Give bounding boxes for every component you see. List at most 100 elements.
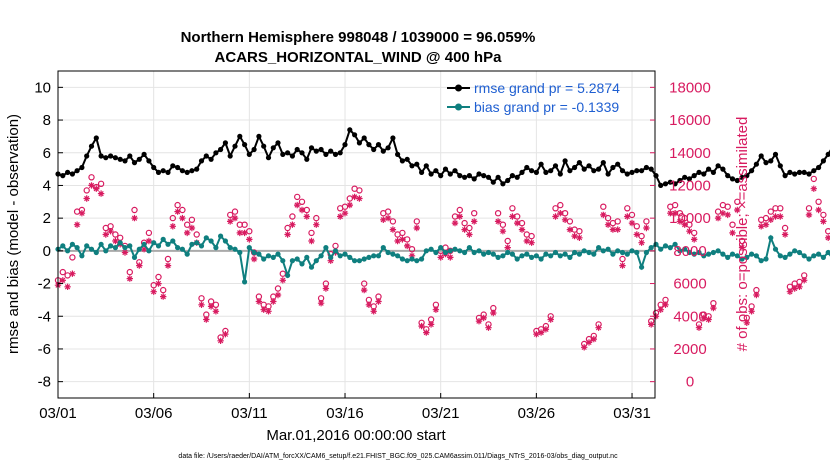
obs-assimilated-marker [547, 316, 554, 323]
obs-assimilated-marker [380, 216, 387, 223]
obs-possible-marker [729, 221, 736, 228]
obs-possible-marker [88, 174, 95, 181]
obs-possible-marker [408, 245, 416, 253]
obs-possible-marker [461, 219, 468, 227]
rmse-point [141, 151, 147, 157]
rmse-point [438, 173, 444, 179]
obs-assimilated-marker [628, 219, 636, 227]
rmse-point [419, 169, 425, 175]
bias-point [151, 240, 157, 246]
rmse-point [275, 140, 281, 146]
obs-possible-marker [767, 208, 775, 215]
obs-possible-marker [724, 203, 731, 210]
rmse-point [629, 169, 635, 175]
bias-point [825, 249, 830, 256]
bias-point [280, 258, 286, 264]
obs-assimilated-marker [112, 237, 119, 245]
bias-point [509, 251, 515, 257]
rmse-point [816, 164, 822, 171]
plot-frame [57, 70, 656, 399]
y-axis-left: -8 -6 -4 -2 0 2 4 6 8 10 [34, 79, 63, 391]
obs-possible-marker [643, 218, 650, 225]
obs-assimilated-marker [265, 308, 272, 315]
rmse-point [146, 158, 152, 164]
obs-possible-marker [97, 180, 105, 187]
x-tick-label: 03/06 [135, 405, 173, 422]
obs-assimilated-marker [126, 275, 133, 282]
bias-point [184, 251, 190, 257]
bias-point [93, 249, 99, 256]
bias-point [519, 253, 525, 259]
obs-assimilated-marker [294, 201, 301, 209]
bias-point [667, 245, 673, 251]
x-tick-label: 03/21 [422, 405, 460, 422]
obs-assimilated-marker [676, 218, 684, 225]
bias-point [275, 251, 281, 257]
obs-possible-marker [279, 270, 286, 277]
bias-point [165, 241, 171, 247]
obs-possible-marker [413, 218, 420, 225]
obs-assimilated-marker [815, 206, 822, 214]
legend-bias-text: bias grand pr = -0.1339 [474, 99, 619, 115]
rmse-point [572, 164, 578, 171]
obs-possible-marker [332, 242, 339, 250]
rmse-point [122, 158, 128, 164]
obs-assimilated-marker [408, 252, 416, 259]
obs-possible-marker [389, 218, 397, 225]
bias-point [701, 253, 707, 259]
bias-point [619, 249, 626, 256]
bias-point [69, 241, 75, 247]
rmse-point [581, 166, 587, 172]
obs-possible-marker [738, 237, 746, 245]
rmse-point [658, 182, 664, 188]
bias-point [696, 249, 702, 256]
obs-assimilated-marker [753, 291, 760, 299]
rmse-point [734, 177, 740, 184]
bias-point [428, 246, 434, 252]
bias-point [390, 251, 396, 257]
bias-point [198, 243, 205, 249]
obs-assimilated-marker [456, 213, 463, 220]
bias-point [323, 245, 329, 251]
bias-point [524, 251, 530, 257]
rmse-point [447, 171, 453, 177]
obs-assimilated-marker [222, 331, 229, 338]
bias-point [648, 245, 654, 251]
rmse-point [653, 173, 659, 179]
obs-assimilated-marker [337, 213, 344, 220]
bias-point [208, 238, 214, 244]
obs-assimilated-marker [361, 286, 368, 294]
bias-point [562, 251, 568, 257]
rmse-point [299, 150, 305, 156]
obs-possible-marker [59, 268, 67, 276]
obs-assimilated-marker [241, 229, 248, 237]
y-right-tick-label: 16000 [669, 112, 711, 129]
bias-point [686, 249, 693, 256]
bias-point [127, 243, 133, 249]
bias-series-layer [55, 233, 830, 285]
obs-assimilated-marker [83, 195, 90, 202]
obs-assimilated-marker [184, 229, 191, 237]
rmse-point [782, 173, 788, 179]
y-axis-left-label: rmse and bias (model - observation) [5, 114, 22, 354]
obs-assimilated-marker [738, 244, 746, 251]
y-right-tick-label: 8000 [673, 243, 706, 260]
rmse-point [562, 158, 568, 164]
rmse-point [347, 127, 353, 133]
obs-possible-marker [504, 237, 511, 245]
obs-assimilated-marker [384, 214, 392, 222]
obs-assimilated-marker [389, 226, 397, 233]
rmse-point [93, 135, 99, 141]
rmse-point [729, 176, 736, 182]
obs-possible-marker [294, 193, 301, 201]
bias-point [777, 253, 783, 259]
rmse-point [366, 142, 372, 148]
obs-assimilated-marker [432, 306, 440, 313]
bias-point [662, 243, 669, 249]
rmse-point [131, 160, 138, 166]
obs-assimilated-marker [576, 234, 583, 241]
obs-assimilated-marker [542, 326, 550, 333]
x-axis: 03/01 03/06 03/11 03/16 03/21 03/26 03/31 [39, 393, 651, 422]
rmse-point [289, 153, 295, 159]
